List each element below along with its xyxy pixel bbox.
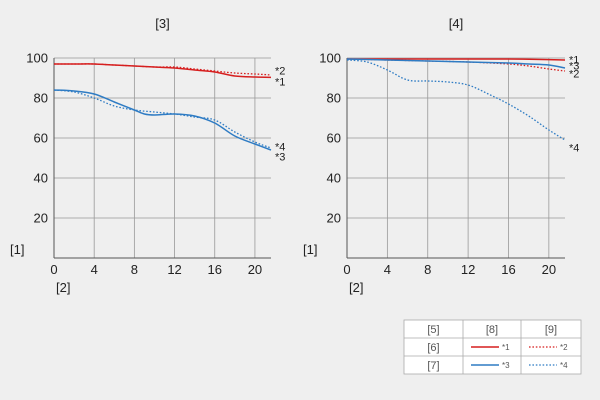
legend-row-label: [6] [427,342,439,354]
chart-title: [4] [449,16,463,31]
y-tick-label: 100 [26,51,48,66]
y-tick-label: 100 [319,51,341,66]
series-end-label: *1 [275,77,285,89]
series-line-star2 [53,63,272,76]
series-end-label: *4 [275,142,285,154]
series-end-label: *3 [275,152,285,164]
series-line-star1 [53,63,272,79]
x-tick-label: 8 [131,262,138,277]
x-tick-label: 16 [501,262,515,277]
x-axis-label: [2] [56,280,70,295]
legend-dotted-label: *4 [560,361,568,370]
y-tick-label: 60 [327,131,341,146]
y-tick-label: 60 [34,131,48,146]
legend-header-cell: [8] [486,324,498,336]
y-tick-label: 40 [327,171,341,186]
y-tick-label: 20 [34,211,48,226]
x-tick-label: 4 [384,262,391,277]
y-tick-label: 80 [327,91,341,106]
legend-header-cell: [5] [427,324,439,336]
legend-table: [5] [8] [9] [6] *1 *2 [7] *3 *4 [403,319,582,375]
series-end-label: *3 [569,61,579,73]
series-line-star2 [346,58,566,72]
y-tick-label: 40 [34,171,48,186]
x-tick-label: 0 [343,262,350,277]
series-end-label: *1 [569,55,579,67]
x-tick-label: 20 [542,262,556,277]
series-line-star3 [346,58,566,69]
x-tick-label: 0 [50,262,57,277]
y-axis-label: [1] [303,242,317,257]
series-line-star3 [53,89,272,151]
y-axis-label: [1] [10,242,24,257]
series-line-star4 [346,59,566,141]
legend-solid-label: *1 [502,343,510,352]
chart-panel-1: [3] 20 40 60 80 100 0 4 8 12 16 20 [1] [2] *2*1 *4*3 [10,16,285,295]
chart-title: [3] [155,16,169,31]
x-tick-label: 16 [208,262,222,277]
series-line-star1 [347,58,566,61]
series-end-label: *2 [275,66,285,78]
x-axis-label: [2] [349,280,363,295]
chart-panel-2: [4] 20 40 60 80 100 0 4 8 12 16 20 [1] [2] *1*3*2 *4 [303,16,579,295]
x-tick-label: 8 [424,262,431,277]
x-tick-label: 20 [248,262,262,277]
legend-dotted-label: *2 [560,343,568,352]
x-tick-label: 12 [167,262,181,277]
x-tick-label: 12 [461,262,475,277]
series-line-star4 [53,89,272,149]
legend-row-label: [7] [427,360,439,372]
series-end-label: *4 [569,143,579,155]
y-tick-label: 80 [34,91,48,106]
series-end-label: *2 [569,69,579,81]
legend-header-cell: [9] [545,324,557,336]
legend-solid-label: *3 [502,361,510,370]
x-tick-label: 4 [91,262,98,277]
y-tick-label: 20 [327,211,341,226]
